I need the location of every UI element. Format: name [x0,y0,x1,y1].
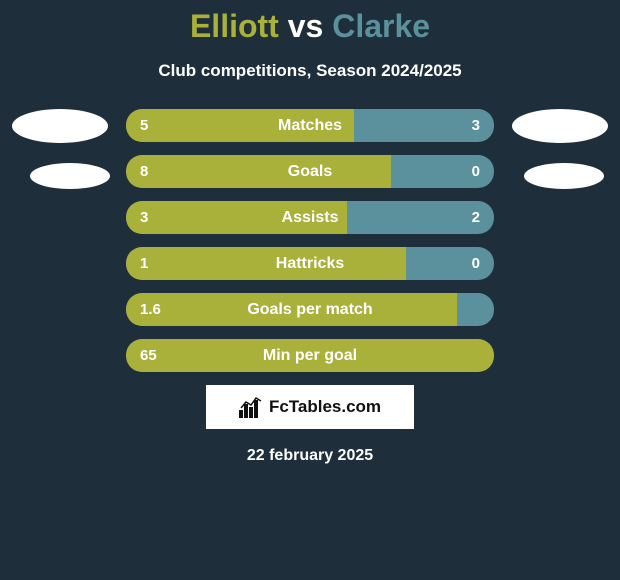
stat-right-value: 0 [472,255,480,272]
stat-fill [126,247,406,280]
stat-right-value: 0 [472,163,480,180]
stat-bars: 5 Matches 3 8 Goals 0 3 Assists 2 1 Hattricks 0 1.6 G… [126,109,494,372]
page-title: Elliott vs Clarke [190,8,430,45]
stat-bar: 8 Goals 0 [126,155,494,188]
title-vs: vs [288,8,324,44]
stat-bar: 1.6 Goals per match [126,293,494,326]
player2-avatar-placeholder [512,109,608,143]
stat-label: Matches [278,117,342,135]
stat-bar: 3 Assists 2 [126,201,494,234]
bar-chart-icon [239,396,263,418]
stat-label: Goals [288,163,332,181]
stat-left-value: 1 [140,255,148,272]
stat-bar: 65 Min per goal [126,339,494,372]
stat-bar: 5 Matches 3 [126,109,494,142]
player2-club-placeholder [524,163,604,189]
stat-label: Hattricks [276,255,344,273]
title-player2: Clarke [332,8,430,44]
logo-box: FcTables.com [206,385,414,429]
infographic-container: Elliott vs Clarke Club competitions, Sea… [0,0,620,580]
stat-right-value: 3 [472,117,480,134]
stat-label: Assists [282,209,339,227]
logo-text: FcTables.com [269,397,381,417]
stat-left-value: 8 [140,163,148,180]
stat-label: Goals per match [247,301,372,319]
stat-left-value: 5 [140,117,148,134]
player1-avatar-placeholder [12,109,108,143]
stat-bar: 1 Hattricks 0 [126,247,494,280]
stat-left-value: 3 [140,209,148,226]
stat-left-value: 1.6 [140,301,161,318]
content-area: 5 Matches 3 8 Goals 0 3 Assists 2 1 Hattricks 0 1.6 G… [0,109,620,465]
subtitle: Club competitions, Season 2024/2025 [158,61,461,81]
player1-club-placeholder [30,163,110,189]
date-text: 22 february 2025 [247,447,373,465]
title-player1: Elliott [190,8,279,44]
stat-right-value: 2 [472,209,480,226]
stat-fill [126,155,391,188]
stat-left-value: 65 [140,347,157,364]
stat-label: Min per goal [263,347,357,365]
